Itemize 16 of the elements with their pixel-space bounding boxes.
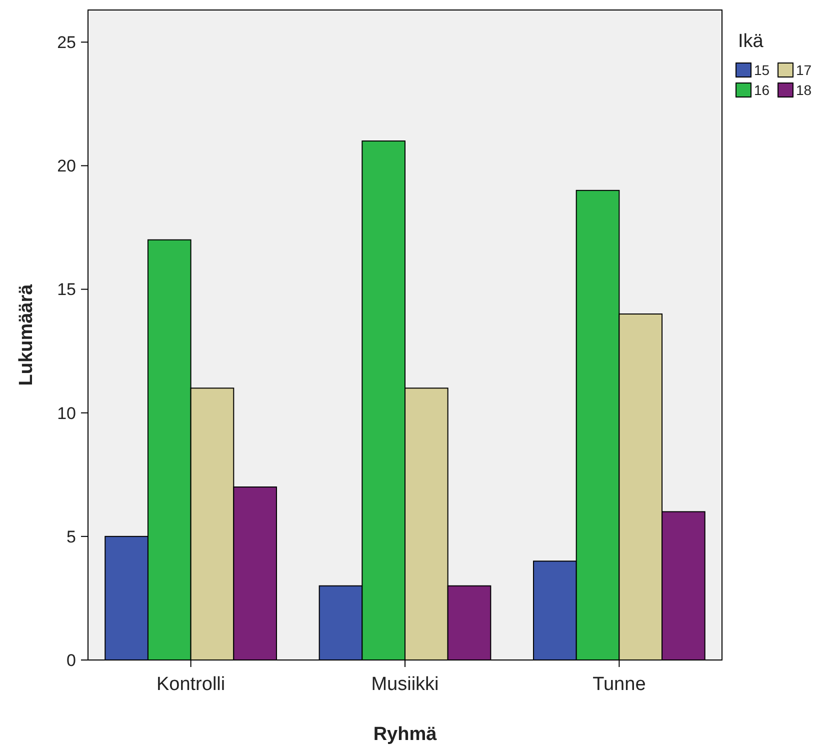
y-tick-label: 25 <box>57 33 76 52</box>
x-axis-title: Ryhmä <box>373 724 438 745</box>
x-tick-label: Tunne <box>592 674 646 695</box>
legend-label: 17 <box>796 62 812 78</box>
y-tick-label: 20 <box>57 156 76 176</box>
legend-label: 15 <box>754 62 770 78</box>
y-tick-label: 5 <box>66 527 76 546</box>
y-axis-title: Lukumäärä <box>16 284 37 386</box>
legend-title: Ikä <box>738 31 764 52</box>
y-tick-label: 15 <box>57 280 76 300</box>
y-tick-label: 0 <box>66 650 76 670</box>
x-tick-label: Musiikki <box>371 674 439 695</box>
x-tick-label: Kontrolli <box>156 674 226 695</box>
y-tick-label: 10 <box>57 404 76 423</box>
legend-label: 16 <box>754 82 770 98</box>
legend-label: 18 <box>796 82 812 98</box>
